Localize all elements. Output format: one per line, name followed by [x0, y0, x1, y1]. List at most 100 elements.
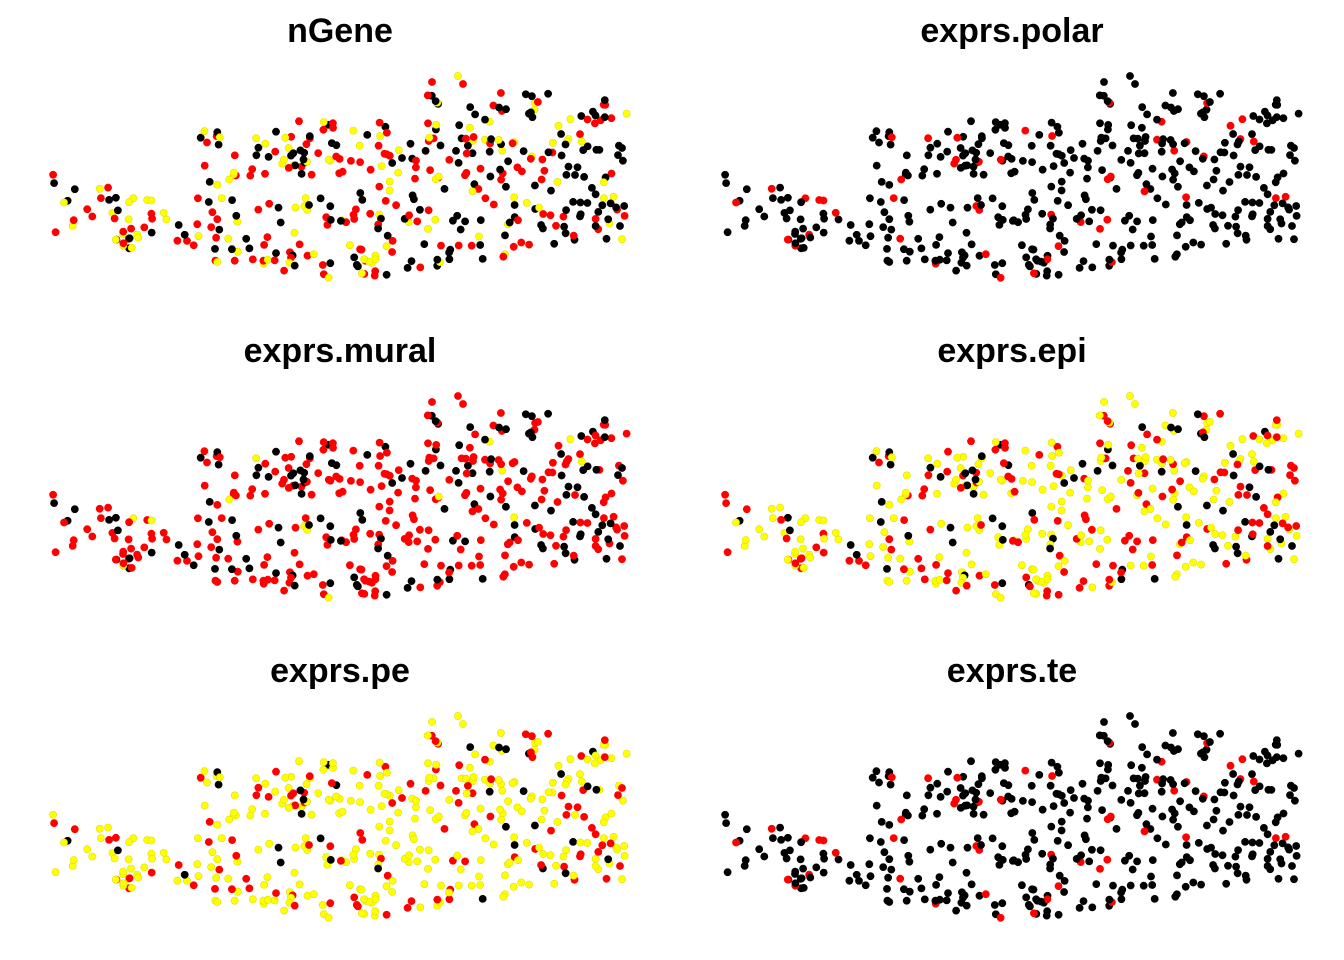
data-point — [562, 170, 571, 179]
data-point — [1182, 833, 1190, 842]
data-point — [434, 812, 443, 821]
data-point — [1052, 469, 1061, 478]
data-point — [935, 233, 944, 241]
data-point — [276, 858, 285, 867]
data-point — [1294, 429, 1303, 438]
data-point — [932, 240, 940, 249]
data-point — [924, 791, 933, 800]
data-point — [1081, 515, 1090, 524]
data-point — [868, 773, 877, 782]
data-point — [598, 841, 607, 850]
data-point — [112, 833, 120, 842]
data-point — [248, 895, 257, 904]
data-point — [1135, 141, 1144, 150]
data-point — [469, 133, 478, 141]
data-point — [385, 817, 394, 826]
data-point — [1027, 781, 1036, 790]
data-point — [1057, 506, 1066, 515]
data-point — [943, 147, 952, 156]
data-point — [889, 194, 898, 202]
data-point — [1171, 572, 1180, 581]
data-point — [509, 882, 518, 891]
data-point — [1264, 145, 1273, 154]
data-point — [722, 499, 730, 507]
data-point — [1225, 818, 1234, 826]
data-point — [1279, 754, 1288, 763]
data-point — [125, 838, 134, 847]
data-point — [531, 181, 539, 190]
data-point — [193, 194, 202, 203]
data-point — [1270, 521, 1279, 530]
data-point — [1021, 126, 1030, 135]
data-point — [385, 177, 394, 186]
data-point — [1292, 202, 1301, 210]
data-point — [560, 542, 568, 551]
data-point — [1097, 453, 1106, 462]
data-point — [276, 538, 285, 547]
data-point — [935, 575, 944, 584]
data-point — [977, 452, 986, 461]
data-point — [986, 469, 995, 477]
data-point — [924, 774, 932, 783]
data-point — [933, 489, 941, 498]
data-point — [125, 874, 134, 883]
data-point — [1100, 398, 1108, 406]
data-point — [1255, 142, 1264, 151]
data-point — [375, 182, 384, 191]
data-point — [406, 459, 415, 468]
data-point — [252, 774, 260, 783]
data-point — [988, 514, 997, 523]
data-point — [1055, 231, 1064, 240]
data-point — [723, 548, 732, 557]
data-point — [1260, 183, 1268, 192]
data-point — [326, 855, 335, 864]
data-point — [902, 576, 911, 585]
data-point — [134, 233, 143, 242]
data-point — [180, 870, 189, 879]
data-point — [1177, 858, 1186, 867]
data-point — [1088, 583, 1097, 592]
data-point — [416, 583, 425, 592]
data-point — [407, 577, 416, 585]
data-point — [148, 854, 156, 863]
data-point — [508, 779, 517, 788]
data-point — [952, 475, 960, 484]
data-point — [861, 561, 870, 570]
data-point — [732, 198, 740, 207]
data-point — [1226, 761, 1235, 770]
data-point — [977, 772, 986, 781]
data-point — [618, 464, 626, 472]
data-point — [926, 783, 935, 792]
data-point — [104, 503, 112, 512]
data-point — [305, 452, 314, 461]
data-point — [51, 868, 60, 877]
data-point — [1174, 745, 1182, 754]
data-point — [1263, 751, 1272, 760]
data-point — [1272, 514, 1280, 522]
data-point — [424, 224, 432, 233]
data-point — [576, 838, 585, 847]
data-point — [1231, 852, 1240, 861]
data-point — [1169, 175, 1177, 184]
data-point — [1176, 797, 1184, 806]
data-point — [544, 148, 553, 157]
data-point — [1049, 802, 1058, 810]
data-point — [307, 810, 316, 819]
data-point — [454, 798, 463, 807]
data-point — [1241, 871, 1250, 880]
data-point — [1029, 885, 1038, 894]
data-point — [884, 553, 892, 562]
data-point — [424, 206, 433, 215]
data-point — [549, 458, 557, 467]
data-point — [607, 434, 616, 443]
data-point — [1219, 826, 1227, 835]
data-point — [264, 792, 273, 801]
data-point — [872, 767, 881, 776]
data-point — [996, 593, 1005, 602]
data-point — [546, 211, 555, 220]
data-point — [353, 902, 362, 911]
data-point — [1047, 822, 1056, 831]
data-point — [967, 240, 976, 249]
data-point — [812, 223, 821, 232]
data-point — [531, 821, 539, 830]
